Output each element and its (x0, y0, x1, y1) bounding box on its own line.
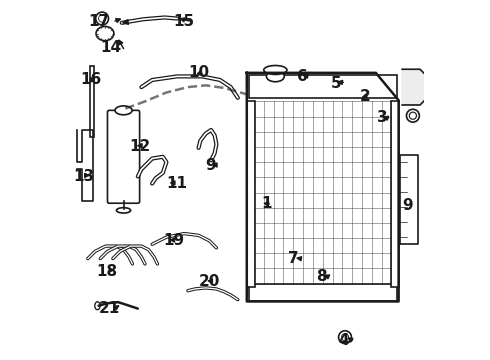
Text: 13: 13 (74, 169, 95, 184)
Text: 18: 18 (97, 264, 118, 279)
Text: 17: 17 (88, 14, 109, 28)
Text: 9: 9 (402, 198, 413, 212)
Text: 14: 14 (100, 40, 122, 55)
Text: 10: 10 (188, 65, 209, 80)
Text: 11: 11 (167, 176, 187, 191)
Polygon shape (402, 69, 427, 105)
Text: 16: 16 (81, 72, 102, 87)
Circle shape (342, 334, 348, 341)
Circle shape (339, 331, 351, 343)
Text: 9: 9 (206, 158, 216, 173)
Circle shape (98, 15, 106, 22)
Ellipse shape (117, 208, 131, 213)
Text: 1: 1 (261, 196, 271, 211)
Ellipse shape (115, 106, 132, 115)
FancyBboxPatch shape (107, 111, 140, 203)
Text: 3: 3 (377, 110, 388, 125)
Text: 20: 20 (198, 274, 220, 289)
FancyBboxPatch shape (248, 284, 397, 301)
FancyBboxPatch shape (248, 75, 397, 98)
Text: 4: 4 (338, 333, 348, 348)
Circle shape (96, 12, 109, 25)
Text: 2: 2 (359, 89, 370, 104)
Text: 15: 15 (173, 14, 195, 28)
Text: 5: 5 (331, 76, 342, 91)
Text: 6: 6 (297, 69, 308, 84)
FancyBboxPatch shape (391, 102, 398, 287)
FancyBboxPatch shape (90, 66, 94, 137)
Ellipse shape (95, 302, 100, 310)
Circle shape (407, 109, 419, 122)
Ellipse shape (264, 66, 287, 75)
Text: 7: 7 (288, 251, 298, 266)
FancyBboxPatch shape (247, 102, 255, 287)
Text: 19: 19 (163, 233, 184, 248)
Text: 8: 8 (317, 269, 327, 284)
Text: 12: 12 (129, 139, 150, 154)
Circle shape (409, 112, 416, 119)
Text: 21: 21 (98, 301, 120, 316)
Ellipse shape (96, 26, 114, 41)
Ellipse shape (267, 71, 284, 82)
